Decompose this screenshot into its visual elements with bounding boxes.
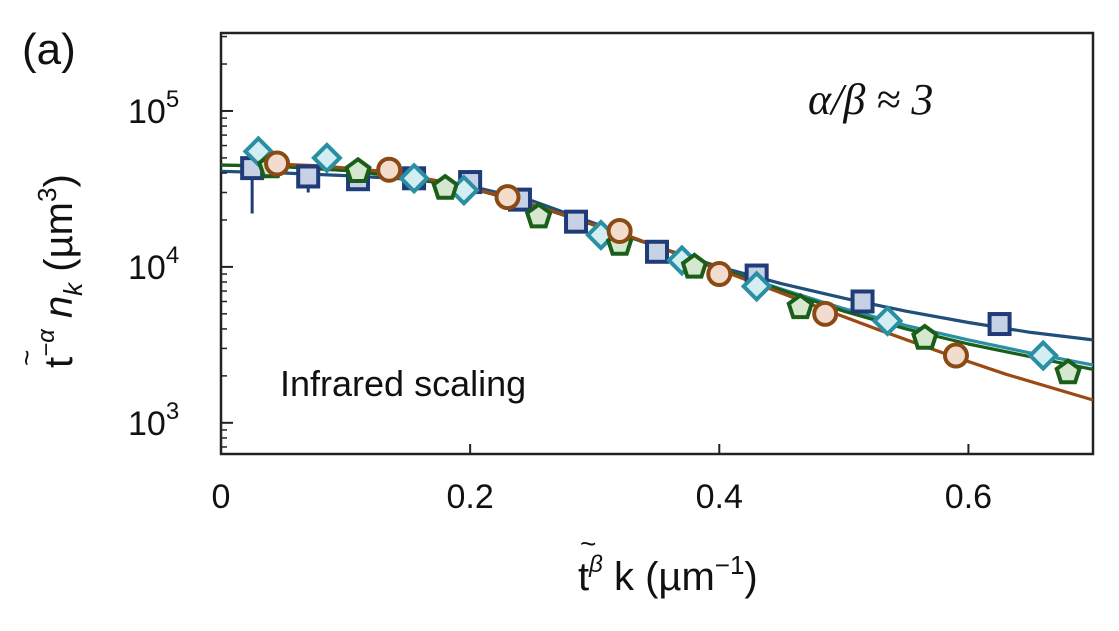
pentagon-marker [344, 156, 372, 183]
square-marker [987, 312, 1012, 337]
plot-frame [219, 31, 1095, 456]
x-tick-label: 0 [212, 478, 231, 516]
svg-text:tβ k (µm−1): tβ k (µm−1) [578, 550, 758, 599]
y-tick-label: 104 [128, 242, 179, 287]
ratio-annotation: α/β ≈ 3 [808, 75, 933, 124]
y-label-n: n [37, 296, 81, 329]
y-tick-label: 103 [128, 398, 179, 443]
pentagon-marker [911, 323, 939, 350]
y-ticks: 103 104 105 [128, 35, 233, 448]
pentagon-marker [1054, 358, 1082, 385]
circle-marker [376, 156, 403, 183]
x-label-unit-sup: −1 [715, 550, 745, 580]
y-label-unit: (µm [37, 202, 81, 283]
x-label-sup: β [588, 551, 603, 578]
y-tick-label: 105 [128, 86, 179, 131]
square-marker [564, 209, 589, 234]
x-axis-label: tβ k (µm−1) ~ [578, 528, 758, 599]
svg-text:t−α nk (µm3): t−α nk (µm3) [32, 174, 88, 368]
square-marker [296, 164, 321, 189]
x-tick-label: 0.6 [945, 478, 992, 516]
circle-marker [264, 150, 291, 177]
fit-line-diamonds [221, 163, 1093, 367]
x-label-rest: k (µm [603, 555, 715, 599]
y-label-tilde: ~ [11, 350, 42, 366]
diamond-marker [398, 162, 430, 195]
y-label-sup: −α [33, 328, 60, 357]
y-label-close: ) [37, 174, 81, 187]
x-ticks: 0 0.2 0.4 0.6 [212, 444, 992, 516]
x-tick-label: 0.2 [447, 478, 494, 516]
pentagon-marker [786, 292, 815, 320]
pentagon-marker [524, 202, 553, 229]
x-tick-label: 0.4 [696, 478, 743, 516]
square-marker [850, 289, 875, 314]
circle-marker [706, 261, 733, 288]
x-label-close: ) [744, 555, 757, 599]
circle-marker [812, 300, 839, 327]
circle-marker [942, 342, 969, 369]
x-label-base: t [578, 555, 589, 599]
diamond-marker [740, 270, 773, 303]
panel-label: (a) [22, 25, 76, 74]
infrared-scaling-label: Infrared scaling [280, 363, 526, 404]
data-markers [240, 135, 1082, 385]
pentagon-marker [680, 252, 709, 279]
square-marker [645, 239, 669, 264]
circle-marker [606, 217, 633, 244]
y-label-base: t [37, 357, 81, 368]
diamond-marker [1027, 339, 1059, 372]
y-label-unit-sup: 3 [32, 188, 62, 202]
y-axis-label: t−α nk (µm3) ~ [11, 174, 88, 368]
y-label-sub: k [58, 281, 88, 296]
pentagon-marker [431, 173, 459, 200]
x-label-tilde: ~ [580, 528, 596, 559]
circle-marker [494, 184, 521, 211]
diamond-marker [311, 142, 343, 174]
diamond-marker [871, 305, 904, 337]
